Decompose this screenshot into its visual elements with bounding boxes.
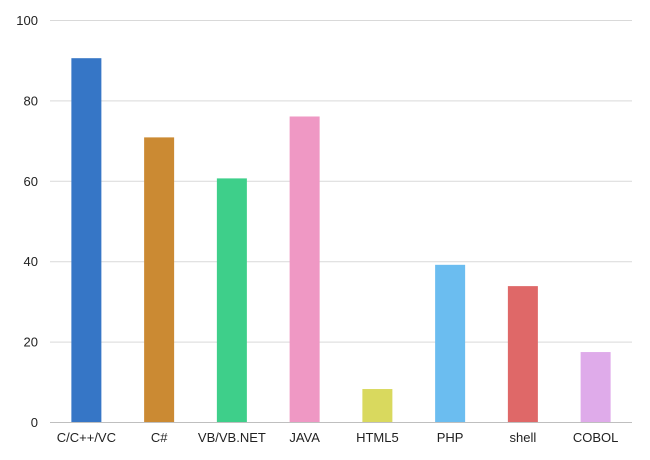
y-tick-label: 60: [24, 174, 38, 189]
gridlines: [50, 20, 632, 423]
x-tick-label: JAVA: [289, 430, 320, 445]
y-tick-label: 0: [31, 415, 38, 430]
bar-java: [289, 116, 320, 422]
bar-c: [144, 137, 175, 422]
x-tick-label: VB/VB.NET: [198, 430, 266, 445]
x-tick-label: C#: [151, 430, 168, 445]
bar-vb-vb-net: [216, 178, 247, 422]
y-tick-label: 100: [16, 13, 38, 28]
x-tick-label: PHP: [437, 430, 464, 445]
bar-cobol: [580, 352, 611, 422]
y-axis-ticks: 0 20 40 60 80 100: [16, 13, 38, 430]
bar-shell: [507, 286, 538, 422]
y-tick-label: 80: [24, 93, 38, 108]
x-tick-label: COBOL: [573, 430, 619, 445]
bar-c-c-vc: [71, 58, 102, 422]
bar-php: [435, 264, 466, 422]
y-tick-label: 40: [24, 254, 38, 269]
x-tick-label: shell: [510, 430, 537, 445]
x-tick-label: HTML5: [356, 430, 399, 445]
y-tick-label: 20: [24, 335, 38, 350]
x-axis-ticks: C/C++/VC C# VB/VB.NET JAVA HTML5 PHP shell COBO…: [57, 430, 619, 445]
x-tick-label: C/C++/VC: [57, 430, 116, 445]
bar-html5: [362, 389, 393, 422]
bars: [71, 58, 611, 422]
